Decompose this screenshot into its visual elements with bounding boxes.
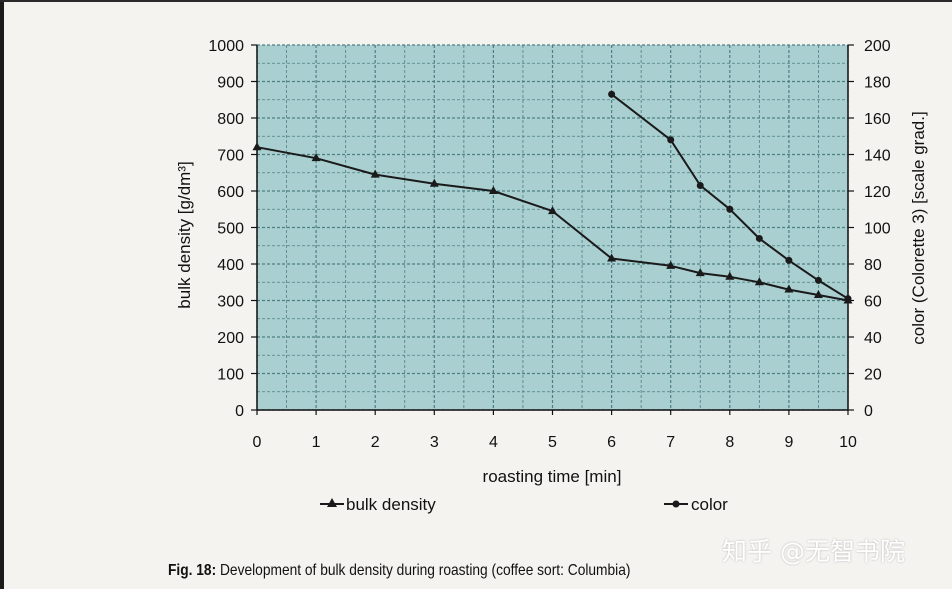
legend-item-bulk-density: bulk density: [320, 495, 436, 514]
data-point-bulk-density: [666, 260, 676, 269]
x-axis-label: roasting time [min]: [483, 467, 622, 486]
x-tick-label: 3: [430, 434, 439, 451]
data-point-color: [755, 234, 763, 242]
y-left-tick-label: 900: [217, 75, 244, 92]
y-left-tick-label: 100: [217, 367, 244, 384]
y-axis-left-ticks: 0 100 200 300 400 500 600 700 800 900 1000: [208, 38, 257, 420]
y-right-tick-label: 140: [864, 148, 891, 165]
series-line-color: [610, 93, 849, 300]
y-right-tick-label: 120: [864, 184, 891, 201]
y-left-tick-label: 600: [217, 184, 244, 201]
grid-lines: [256, 44, 849, 411]
y-right-tick-label: 20: [864, 367, 882, 384]
series-bulk-density: [252, 142, 853, 304]
x-tick-label: 9: [784, 434, 793, 451]
data-point-color: [608, 90, 616, 98]
legend-marker-circle: [672, 500, 680, 508]
data-point-bulk-density: [429, 178, 439, 187]
x-tick-label: 8: [725, 434, 734, 451]
data-point-bulk-density: [370, 169, 380, 178]
y-left-tick-label: 500: [217, 221, 244, 238]
legend-item-color: color: [664, 495, 728, 514]
figure-caption: Fig. 18: Development of bulk density dur…: [168, 562, 630, 580]
y-left-tick-label: 1000: [208, 38, 244, 55]
x-tick-label: 2: [371, 434, 380, 451]
y-right-tick-label: 40: [864, 330, 882, 347]
legend: bulk density color: [320, 495, 728, 514]
y-right-tick-label: 200: [864, 38, 891, 55]
x-tick-label: 7: [666, 434, 675, 451]
data-point-color: [814, 276, 822, 284]
watermark: 知乎 @无智书院: [722, 537, 905, 566]
x-axis-ticks: 0 1 2 3 4 5 6 7 8 9 10: [253, 410, 857, 451]
y-right-tick-label: 100: [864, 221, 891, 238]
top-edge: [0, 0, 952, 2]
data-point-color: [844, 295, 852, 303]
y-left-tick-label: 200: [217, 330, 244, 347]
legend-marker-triangle: [327, 498, 337, 507]
y-right-tick-label: 0: [864, 403, 873, 420]
x-tick-label: 5: [548, 434, 557, 451]
y-left-tick-label: 400: [217, 257, 244, 274]
y-right-tick-label: 160: [864, 111, 891, 128]
data-point-color: [696, 182, 704, 190]
y-right-tick-label: 80: [864, 257, 882, 274]
y-axis-left-label: bulk density [g/dm³]: [175, 161, 194, 308]
y-right-tick-label: 180: [864, 75, 891, 92]
data-point-bulk-density: [754, 277, 764, 286]
y-axis-right-label: color (Colorette 3) [scale grad.]: [909, 111, 928, 344]
x-tick-label: 4: [489, 434, 498, 451]
y-right-tick-label: 60: [864, 294, 882, 311]
data-point-bulk-density: [488, 186, 498, 194]
y-left-tick-label: 300: [217, 294, 244, 311]
x-tick-label: 0: [253, 434, 262, 451]
data-point-bulk-density: [548, 206, 557, 215]
data-point-bulk-density: [311, 153, 321, 162]
y-left-tick-label: 700: [217, 148, 244, 165]
line-chart: 0 1 2 3 4 5 6 7 8 9 10 010020030040050060070080090…: [175, 38, 928, 514]
data-point-bulk-density: [813, 290, 823, 299]
y-left-tick-label: 0: [235, 403, 244, 420]
caption-prefix: Fig. 18:: [168, 562, 217, 579]
data-point-bulk-density: [607, 253, 617, 262]
data-point-color: [667, 136, 675, 144]
data-point-color: [785, 256, 793, 264]
data-point-bulk-density: [725, 271, 735, 280]
x-tick-label: 6: [607, 434, 616, 451]
data-point-color: [726, 205, 734, 213]
series-color: [608, 90, 852, 303]
y-left-tick-label: 800: [217, 111, 244, 128]
series-layer: [252, 90, 853, 304]
caption-text: Development of bulk density during roast…: [216, 562, 631, 579]
data-point-bulk-density: [784, 284, 794, 293]
y-axis-right-ticks: 0 20 40 60 80 100 120 140 160 180 200: [848, 38, 891, 420]
series-line-bulk-density: [256, 146, 849, 302]
left-edge: [0, 0, 4, 589]
x-tick-label: 1: [312, 434, 321, 451]
data-point-bulk-density: [695, 268, 705, 277]
legend-label-bulk-density: bulk density: [346, 495, 436, 514]
legend-label-color: color: [691, 495, 728, 514]
data-point-bulk-density: [252, 142, 262, 151]
x-tick-label: 10: [839, 434, 857, 451]
